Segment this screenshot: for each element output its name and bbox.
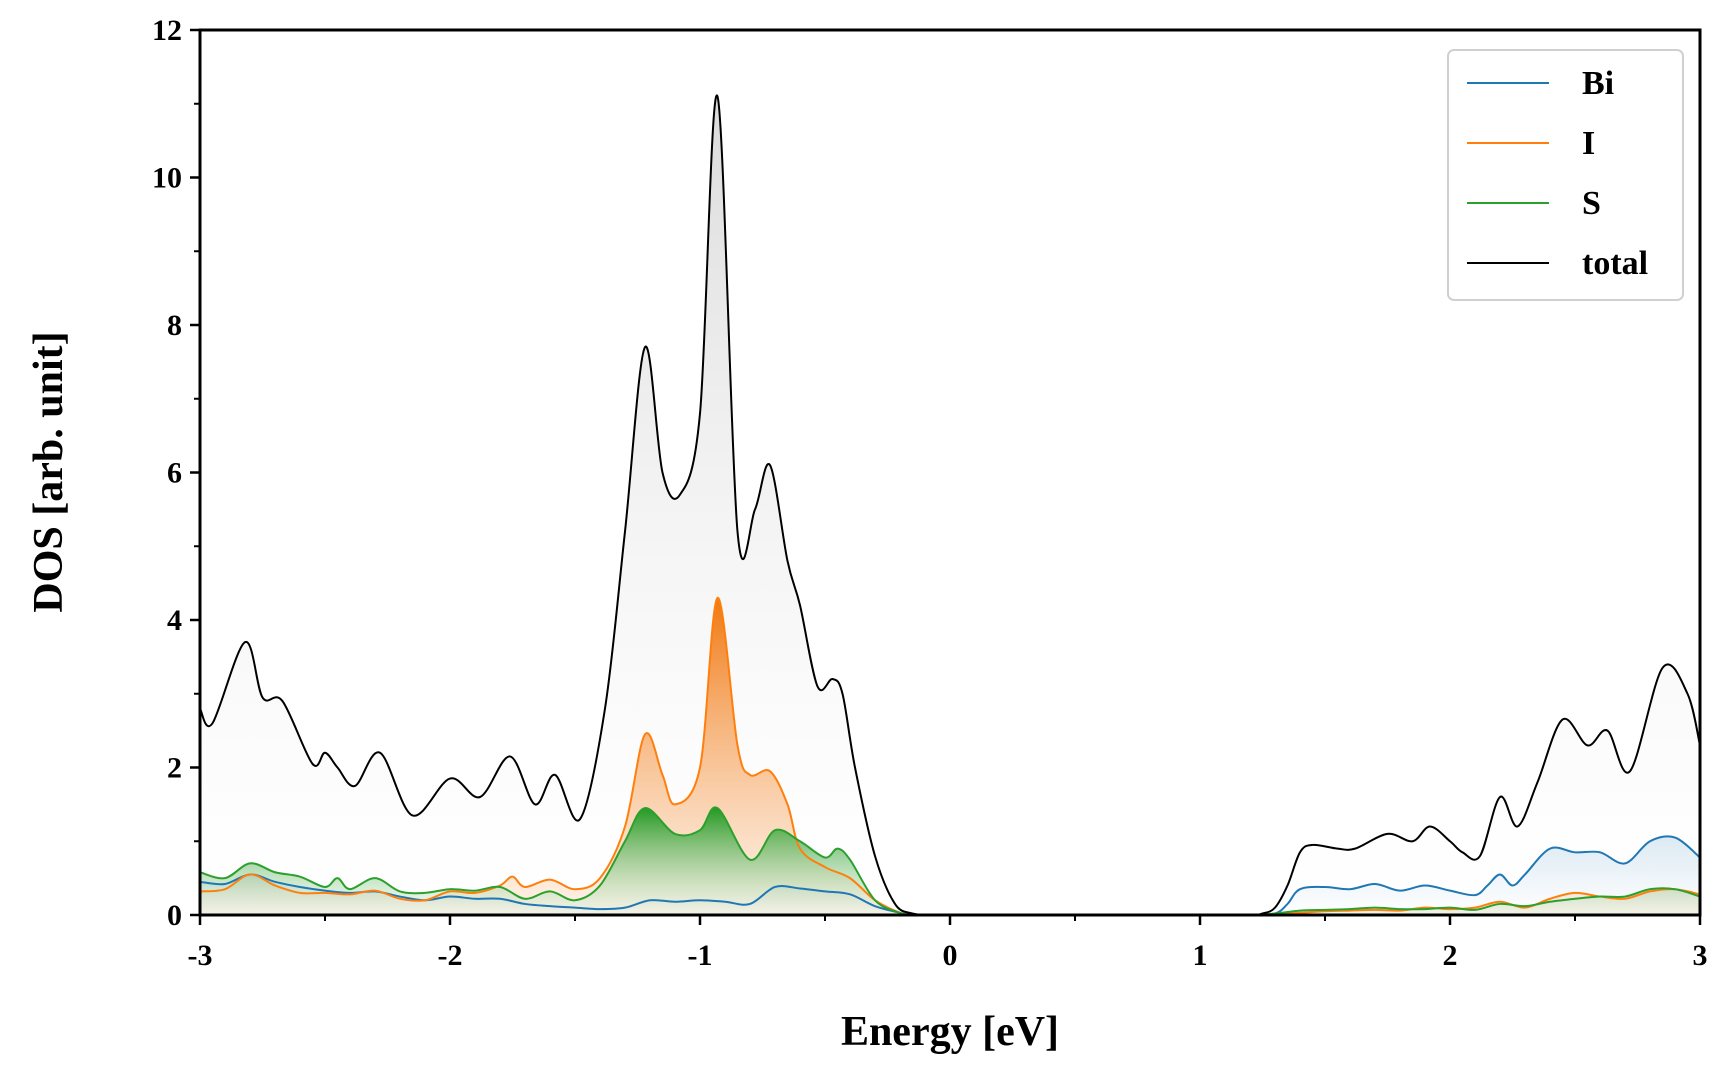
legend-label-i: I (1582, 125, 1595, 162)
area-fills (200, 95, 1700, 915)
y-axis-ticks: 0 2 4 6 8 10 12 (152, 14, 200, 932)
x-axis-ticks: -3 -2 -1 0 1 2 3 (188, 915, 1708, 972)
y-tick-label: 4 (167, 604, 182, 637)
y-tick-label: 12 (152, 14, 182, 47)
legend-label-bi: Bi (1582, 65, 1614, 102)
legend-label-total: total (1582, 245, 1648, 282)
x-tick-label: 1 (1193, 939, 1208, 972)
y-tick-label: 8 (167, 309, 182, 342)
y-tick-label: 6 (167, 457, 182, 490)
legend-label-s: S (1582, 185, 1601, 222)
x-tick-label: -3 (188, 939, 213, 972)
x-tick-label: -2 (438, 939, 463, 972)
area-total (200, 95, 1700, 915)
x-tick-label: -1 (688, 939, 713, 972)
area-bi (200, 836, 1700, 915)
x-tick-label: 0 (943, 939, 958, 972)
line-s (200, 806, 1700, 915)
y-tick-label: 10 (152, 162, 182, 195)
y-tick-label: 2 (167, 752, 182, 785)
line-total (200, 94, 1700, 915)
x-axis-title: Energy [eV] (841, 1009, 1059, 1055)
legend-box (1447, 49, 1684, 301)
y-axis-title: DOS [arb. unit] (26, 331, 72, 612)
y-tick-label: 0 (167, 899, 182, 932)
series-lines (200, 94, 1700, 915)
x-tick-label: 2 (1443, 939, 1458, 972)
x-tick-label: 3 (1693, 939, 1708, 972)
